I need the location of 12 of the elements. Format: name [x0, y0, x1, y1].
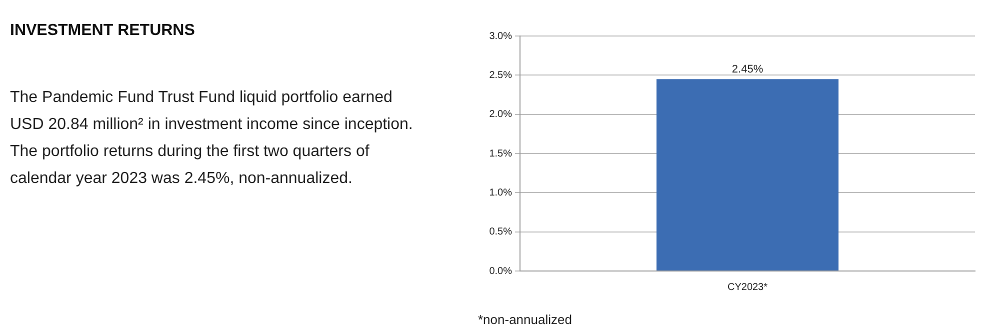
y-tick-label: 1.0%: [489, 187, 512, 198]
y-tick-label: 2.0%: [489, 109, 512, 120]
y-tick-label: 0.0%: [489, 266, 512, 277]
text: *non-annualized: [478, 312, 572, 327]
x-tick-label: CY2023*: [727, 282, 768, 293]
y-tick-label: 2.5%: [489, 70, 512, 81]
y-tick-label: 3.0%: [489, 30, 512, 42]
y-tick-label: 1.5%: [489, 148, 512, 160]
text: INVESTMENT RETURNS: [10, 22, 195, 40]
data-label: 2.45%: [732, 64, 764, 76]
y-tick-label: 0.5%: [489, 226, 512, 238]
text: The Pandemic Fund Trust Fund liquid portfolio earned USD 20.84 million² in investment income since inception. The portfolio returns during the first two quarters of calendar year 2023 was 2.45%, non-annualized.: [10, 88, 414, 189]
